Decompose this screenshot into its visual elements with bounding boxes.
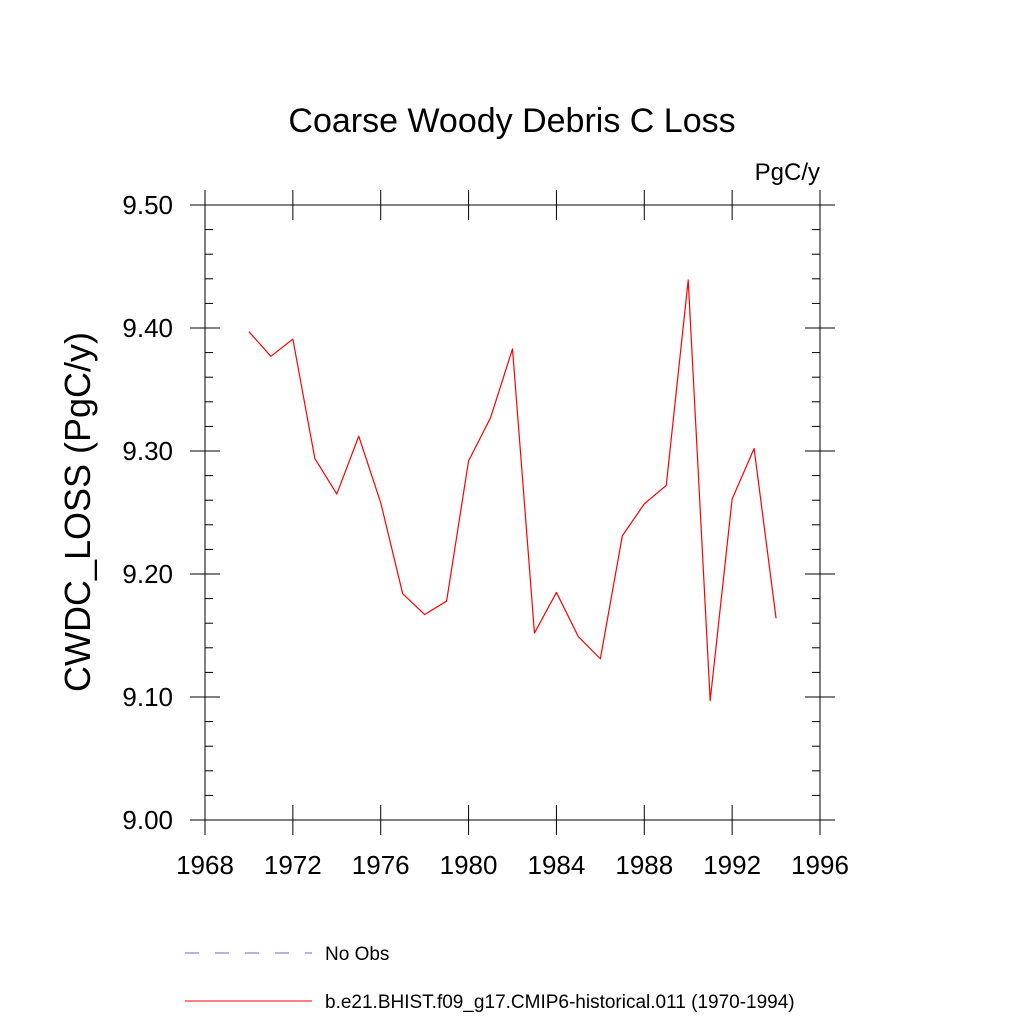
x-tick-label: 1992 bbox=[703, 850, 761, 880]
y-tick-label: 9.10 bbox=[122, 682, 173, 712]
axis-tick-labels: 1968 1972 1976 1980 1984 1988 1992 1996 9.00 9.10… bbox=[122, 190, 849, 880]
plot-frame bbox=[204, 204, 821, 821]
y-tick-label: 9.40 bbox=[122, 313, 173, 343]
units-label: PgC/y bbox=[755, 159, 820, 186]
legend-label-1: b.e21.BHIST.f09_g17.CMIP6-historical.011… bbox=[325, 992, 795, 1013]
legend: No Obs b.e21.BHIST.f09_g17.CMIP6-historic… bbox=[185, 944, 795, 1013]
x-tick-label: 1980 bbox=[440, 850, 498, 880]
x-tick-label: 1976 bbox=[352, 850, 410, 880]
series-lines bbox=[248, 279, 777, 702]
x-tick-label: 1968 bbox=[176, 850, 234, 880]
series-line-0 bbox=[248, 279, 777, 702]
axis-ticks bbox=[190, 190, 835, 835]
x-tick-label: 1996 bbox=[791, 850, 849, 880]
y-tick-label: 9.00 bbox=[122, 805, 173, 835]
x-tick-label: 1988 bbox=[615, 850, 673, 880]
legend-label-0: No Obs bbox=[325, 944, 389, 965]
x-tick-label: 1984 bbox=[528, 850, 586, 880]
y-tick-label: 9.30 bbox=[122, 436, 173, 466]
x-tick-label: 1972 bbox=[264, 850, 322, 880]
y-tick-label: 9.20 bbox=[122, 559, 173, 589]
y-tick-label: 9.50 bbox=[122, 190, 173, 220]
y-axis-label: CWDC_LOSS (PgC/y) bbox=[57, 332, 98, 692]
chart-title: Coarse Woody Debris C Loss bbox=[288, 102, 735, 140]
